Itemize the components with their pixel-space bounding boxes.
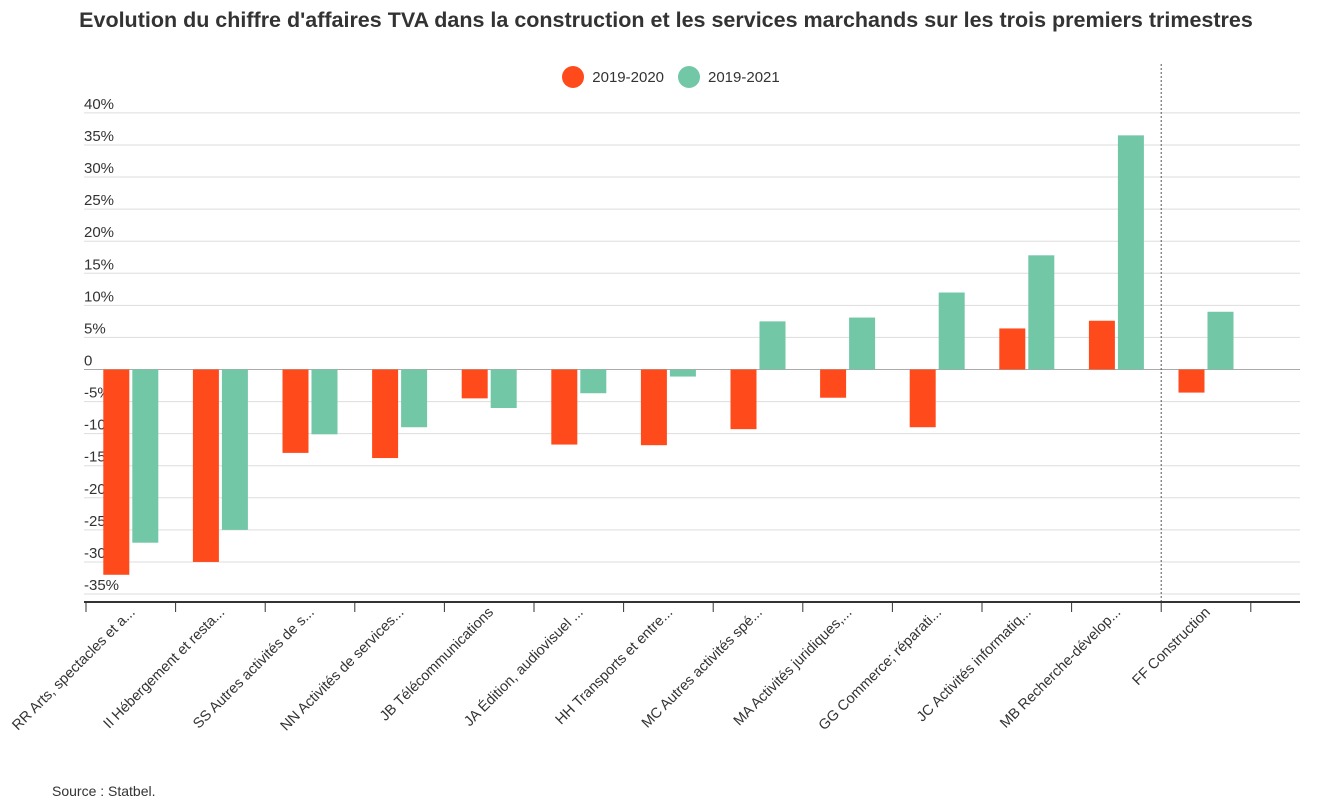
y-tick-label: 40% [84,96,114,113]
bar-series-1[interactable] [103,369,130,575]
bar-series-2[interactable] [580,369,607,394]
bar-series-1[interactable] [640,369,667,446]
legend-item-series-1[interactable]: 2019-2020 [562,66,664,88]
bar-series-1[interactable] [999,328,1026,370]
bar-series-2[interactable] [311,369,338,435]
bar-series-1[interactable] [551,369,578,445]
bar-series-2[interactable] [221,369,248,530]
bars [103,135,1234,575]
y-tick-label: 20% [84,224,114,241]
x-tick-label: FF Construction [1130,605,1214,689]
bar-series-2[interactable] [132,369,159,543]
y-tick-label: 0 [84,353,92,370]
bar-series-2[interactable] [1207,311,1234,370]
gridlines [84,64,1300,602]
chart-title: Evolution du chiffre d'affaires TVA dans… [79,8,1253,32]
x-axis [84,601,1300,612]
bar-series-2[interactable] [1028,255,1055,370]
legend-label-series-1: 2019-2020 [592,68,664,86]
y-tick-label: 35% [84,128,114,145]
y-tick-label: 25% [84,192,114,209]
y-tick-label: 5% [84,320,106,337]
y-tick-label: -35% [84,577,119,594]
bar-series-1[interactable] [192,369,219,562]
bar-series-2[interactable] [938,292,965,370]
bar-series-1[interactable] [1178,369,1205,393]
bar-series-2[interactable] [490,369,517,408]
legend-swatch-series-1 [562,66,585,88]
legend-swatch-series-2 [678,66,700,88]
bar-series-2[interactable] [401,369,428,428]
source-note: Source : Statbel. [52,783,156,799]
bar-series-2[interactable] [849,317,876,370]
legend-item-series-2[interactable]: 2019-2021 [678,66,780,88]
bar-series-2[interactable] [759,321,786,370]
bar-series-1[interactable] [909,369,936,428]
y-tick-label: 30% [84,160,114,177]
y-tick-label: 15% [84,256,114,273]
x-axis-ticks: RR Arts, spectacles et a...II Hébergemen… [9,604,1213,735]
bar-series-1[interactable] [1088,320,1115,370]
bar-series-1[interactable] [372,369,399,459]
bar-series-2[interactable] [669,369,696,377]
legend-label-series-2: 2019-2021 [708,68,780,86]
bar-series-1[interactable] [730,369,757,430]
chart-legend: 2019-2020 2019-2021 [0,62,1332,92]
y-tick-label: 10% [84,288,114,305]
bar-series-2[interactable] [1117,135,1144,370]
bar-series-1[interactable] [461,369,488,399]
bar-series-1[interactable] [282,369,309,453]
bar-series-1[interactable] [820,369,847,398]
